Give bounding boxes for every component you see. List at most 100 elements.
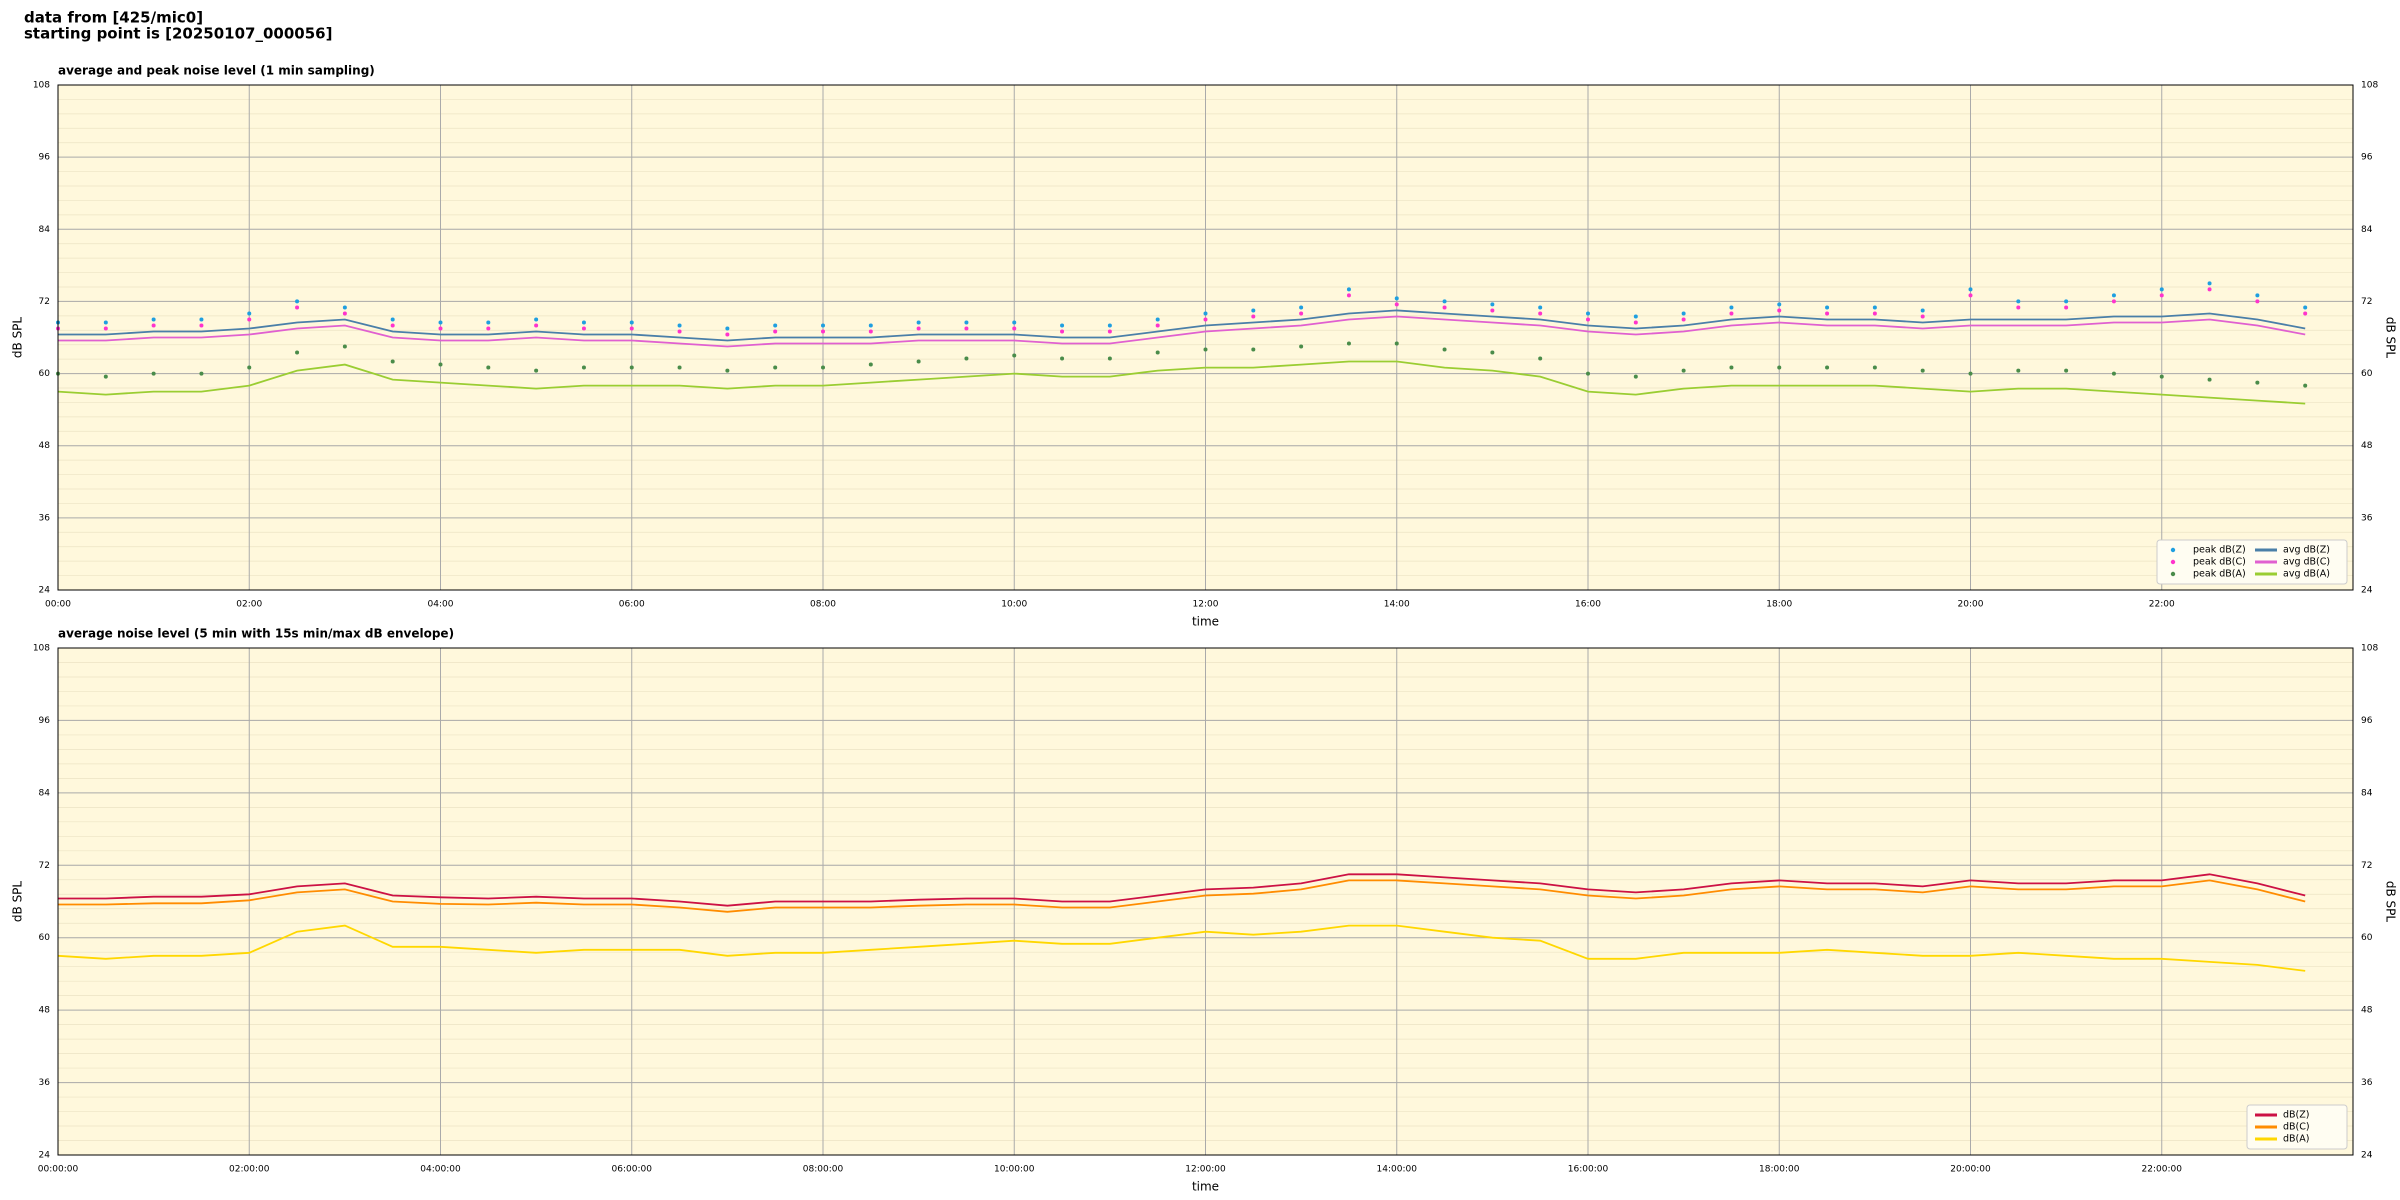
- x-tick-label: 18:00: [1766, 600, 1792, 610]
- peak-point: [486, 365, 491, 370]
- peak-point: [868, 362, 873, 367]
- peak-point: [2111, 371, 2116, 376]
- legend-swatch: [2170, 559, 2176, 565]
- x-tick-label: 20:00:00: [1950, 1165, 1991, 1175]
- peak-point: [199, 317, 204, 322]
- y-tick-label: 72: [39, 297, 50, 307]
- legend-box: [2156, 539, 2348, 585]
- peak-point: [677, 365, 682, 370]
- peak-point: [1346, 287, 1351, 292]
- peak-point: [677, 323, 682, 328]
- y-tick-label: 108: [33, 644, 50, 654]
- peak-point: [1777, 302, 1782, 307]
- peak-point: [1538, 356, 1543, 361]
- peak-point: [247, 311, 252, 316]
- x-tick-label: 12:00:00: [1185, 1165, 1226, 1175]
- peak-point: [295, 305, 300, 310]
- x-tick-label: 00:00:00: [38, 1165, 79, 1175]
- peak-point: [151, 371, 156, 376]
- peak-point: [1107, 356, 1112, 361]
- peak-point: [2016, 368, 2021, 373]
- peak-point: [773, 365, 778, 370]
- peak-point: [629, 320, 634, 325]
- series-line: [57, 360, 2306, 405]
- peak-point: [725, 326, 730, 331]
- x-tick-label: 10:00: [1001, 600, 1027, 610]
- x-tick-label: 10:00:00: [994, 1165, 1035, 1175]
- y-tick-label-right: 24: [2361, 586, 2373, 596]
- peak-point: [342, 311, 347, 316]
- peak-point: [1203, 347, 1208, 352]
- peak-point: [2159, 374, 2164, 379]
- y-tick-label-right: 84: [2361, 225, 2373, 235]
- peak-point: [964, 356, 969, 361]
- plot-frame: [57, 647, 2354, 1156]
- x-tick-label: 20:00: [1958, 600, 1984, 610]
- peak-point: [1872, 311, 1877, 316]
- y-tick-label-right: 60: [2361, 933, 2373, 943]
- legend-label: avg dB(Z): [2283, 545, 2330, 556]
- peak-point: [2111, 299, 2116, 304]
- peak-point: [534, 317, 539, 322]
- peak-point: [1633, 314, 1638, 319]
- peak-point: [151, 323, 156, 328]
- y-axis-label-right: dB SPL: [2384, 881, 2398, 923]
- peak-point: [2016, 299, 2021, 304]
- peak-point: [1203, 317, 1208, 322]
- x-tick-label: 08:00:00: [803, 1165, 844, 1175]
- peak-point: [1777, 308, 1782, 313]
- chart-title: average and peak noise level (1 min samp…: [58, 64, 375, 78]
- peak-point: [1777, 365, 1782, 370]
- y-axis-label-right: dB SPL: [2384, 317, 2398, 359]
- x-tick-label: 14:00: [1384, 600, 1410, 610]
- peak-point: [1490, 308, 1495, 313]
- peak-point: [390, 317, 395, 322]
- peak-point: [1442, 299, 1447, 304]
- peak-point: [1060, 329, 1065, 334]
- x-tick-label: 00:00: [45, 600, 71, 610]
- peak-point: [1155, 350, 1160, 355]
- peak-point: [438, 326, 443, 331]
- peak-point: [1299, 311, 1304, 316]
- y-tick-label-right: 96: [2361, 716, 2373, 726]
- y-tick-label-right: 24: [2361, 1151, 2373, 1161]
- peak-point: [629, 365, 634, 370]
- y-tick-label-right: 108: [2361, 81, 2378, 91]
- peak-point: [916, 359, 921, 364]
- peak-point: [629, 326, 634, 331]
- peak-point: [964, 326, 969, 331]
- peak-point: [103, 374, 108, 379]
- peak-point: [1920, 368, 1925, 373]
- header-line: starting point is [20250107_000056]: [24, 25, 332, 43]
- peak-point: [916, 326, 921, 331]
- peak-point: [247, 365, 252, 370]
- peak-point: [2064, 305, 2069, 310]
- peak-point: [1299, 305, 1304, 310]
- x-tick-label: 18:00:00: [1759, 1165, 1800, 1175]
- y-tick-label-right: 96: [2361, 153, 2373, 163]
- y-tick-label: 48: [39, 441, 51, 451]
- y-tick-label: 84: [39, 788, 51, 798]
- legend-label: dB(C): [2283, 1122, 2310, 1133]
- peak-point: [1107, 323, 1112, 328]
- peak-point: [821, 323, 825, 328]
- y-tick-label: 96: [39, 153, 51, 163]
- peak-point: [1394, 296, 1399, 301]
- peak-point: [1968, 371, 1973, 376]
- peak-point: [1060, 323, 1065, 328]
- peak-point: [1681, 311, 1686, 316]
- peak-point: [1346, 341, 1351, 346]
- peak-point: [2255, 293, 2260, 298]
- legend-label: avg dB(A): [2283, 569, 2330, 580]
- legend-label: dB(A): [2283, 1134, 2309, 1145]
- peak-point: [1251, 314, 1256, 319]
- peak-point: [1633, 374, 1638, 379]
- peak-point: [773, 323, 778, 328]
- peak-point: [1107, 329, 1112, 334]
- peak-point: [2303, 311, 2308, 316]
- y-tick-label: 72: [39, 861, 50, 871]
- peak-point: [1825, 311, 1830, 316]
- y-tick-label: 36: [39, 1078, 51, 1088]
- peak-point: [1394, 341, 1399, 346]
- peak-point: [1203, 311, 1208, 316]
